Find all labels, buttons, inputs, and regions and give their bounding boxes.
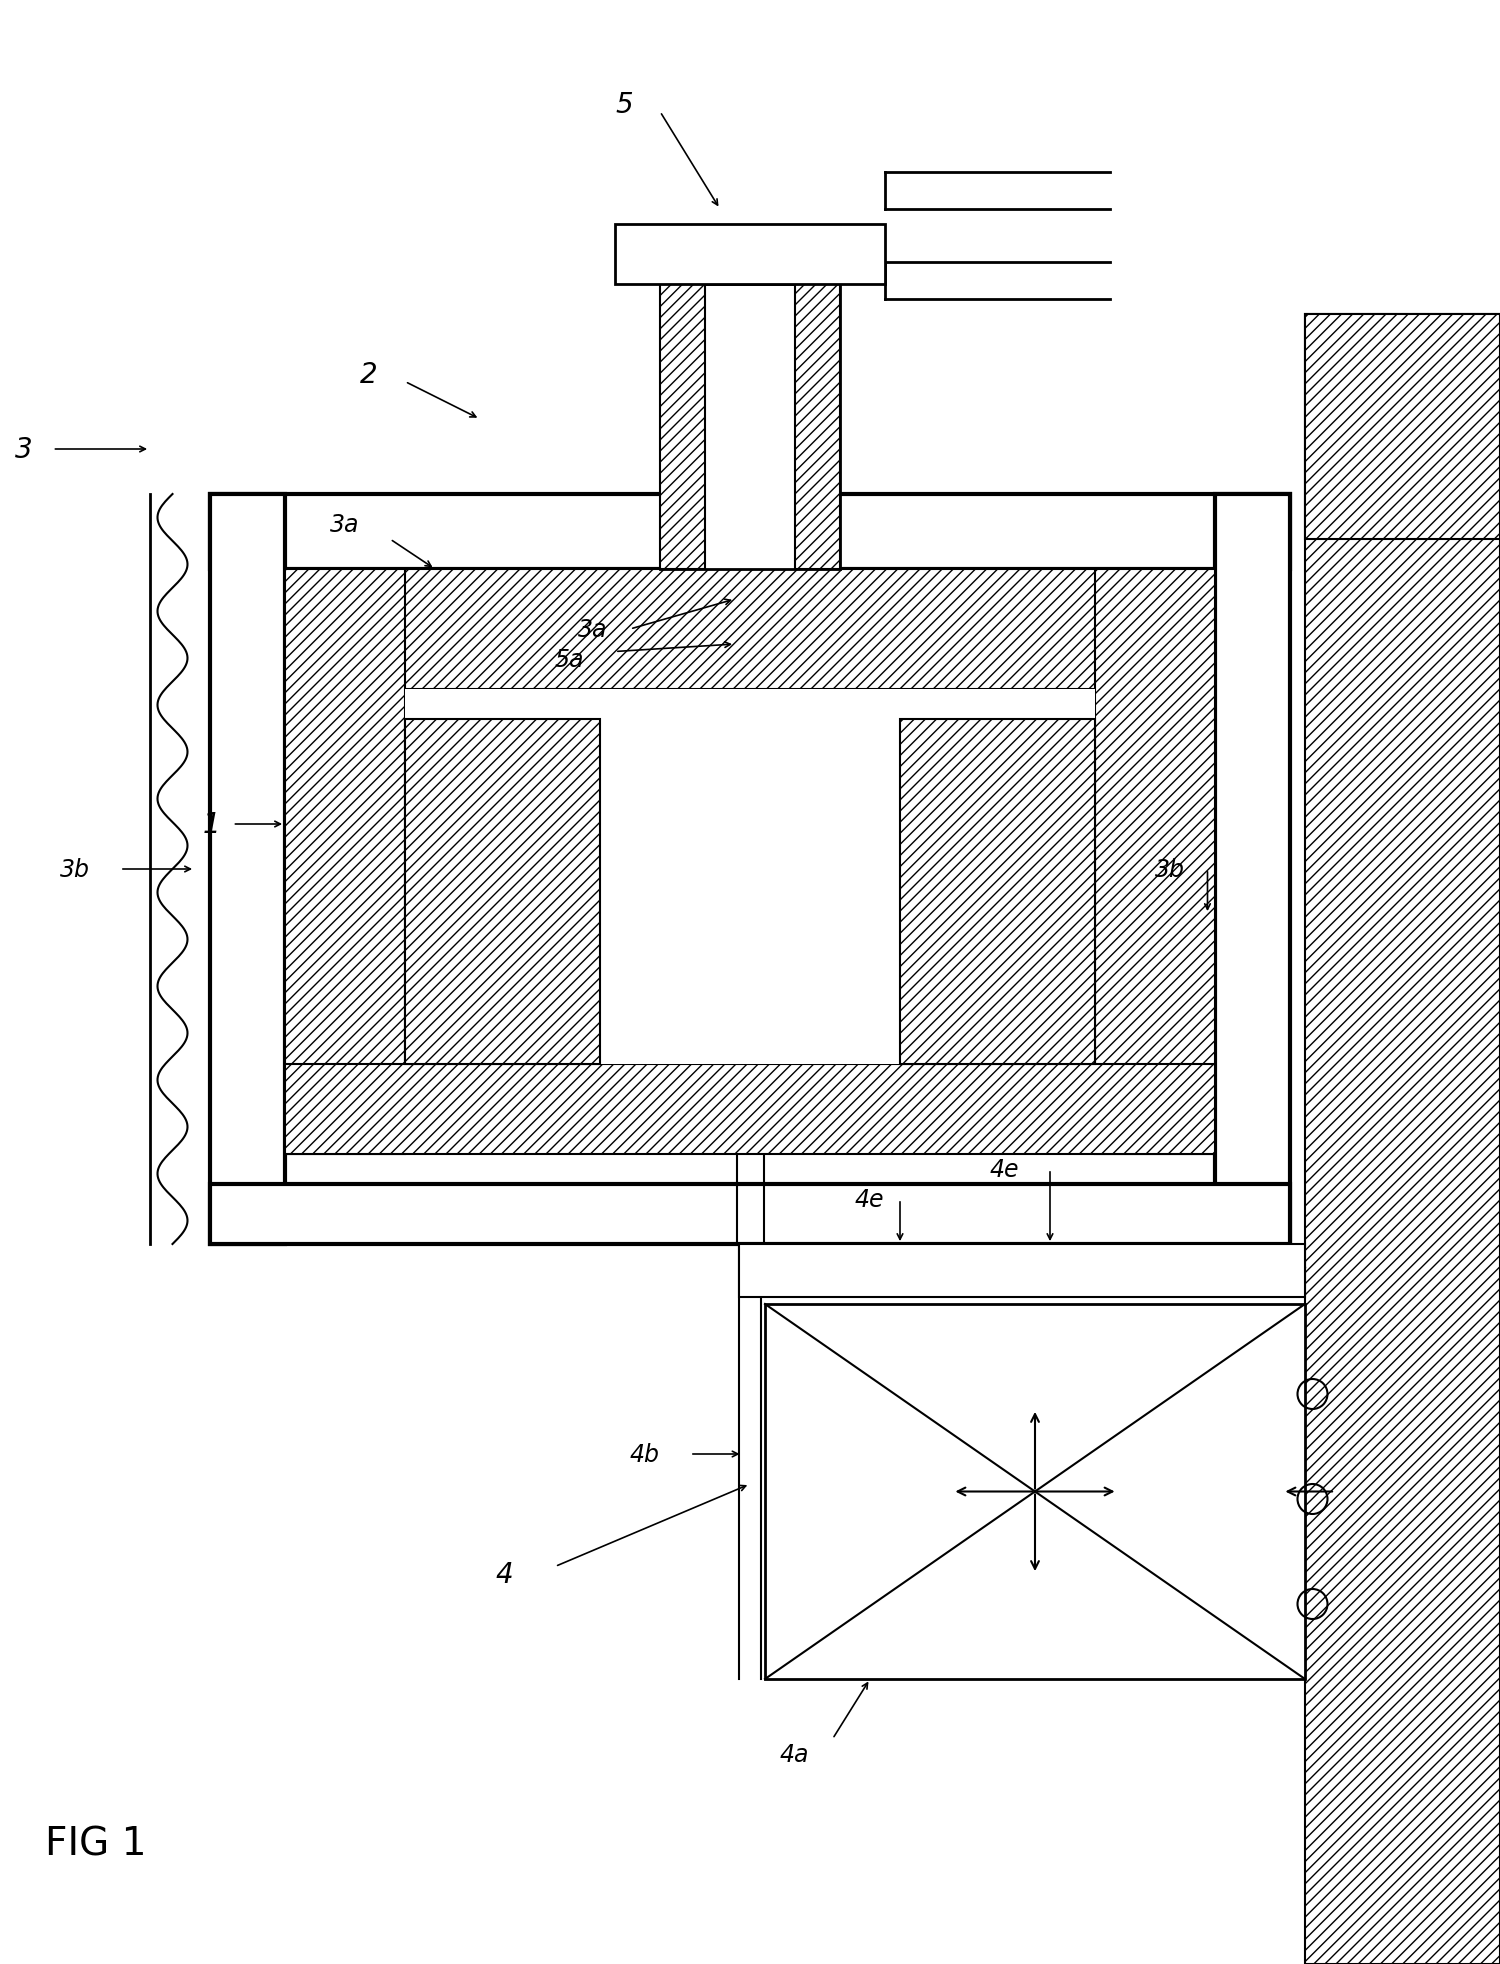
Text: 3b: 3b: [1155, 858, 1185, 882]
Text: 4e: 4e: [855, 1188, 885, 1212]
Bar: [285, 570, 1215, 689]
Bar: [405, 719, 600, 1064]
Bar: [1305, 314, 1500, 540]
Bar: [1095, 570, 1215, 1155]
Bar: [285, 570, 405, 1155]
Text: 4e: 4e: [990, 1157, 1020, 1182]
Text: 3: 3: [15, 436, 33, 464]
Text: FIG 1: FIG 1: [45, 1825, 147, 1864]
Text: 4a: 4a: [780, 1742, 810, 1766]
Text: 5: 5: [615, 90, 633, 120]
Bar: [210, 495, 1290, 570]
Text: 5a: 5a: [555, 648, 585, 672]
Text: 3a: 3a: [578, 619, 608, 642]
Text: 1: 1: [202, 811, 220, 839]
Bar: [660, 285, 840, 570]
Text: 2: 2: [360, 361, 378, 389]
Bar: [210, 1184, 1290, 1245]
Bar: [765, 1304, 1305, 1679]
Bar: [285, 1064, 1215, 1155]
Text: 4: 4: [495, 1559, 513, 1589]
Bar: [615, 226, 885, 285]
Bar: [285, 570, 1215, 1184]
Bar: [900, 719, 1095, 1064]
Text: 4b: 4b: [630, 1442, 660, 1467]
Bar: [738, 1245, 1305, 1296]
Bar: [795, 285, 840, 570]
Text: 3a: 3a: [330, 513, 360, 536]
Text: 3b: 3b: [60, 858, 90, 882]
Bar: [1215, 495, 1290, 1245]
Bar: [1305, 314, 1500, 1964]
Bar: [210, 495, 285, 1245]
Bar: [660, 285, 705, 570]
Bar: [405, 689, 1095, 1064]
